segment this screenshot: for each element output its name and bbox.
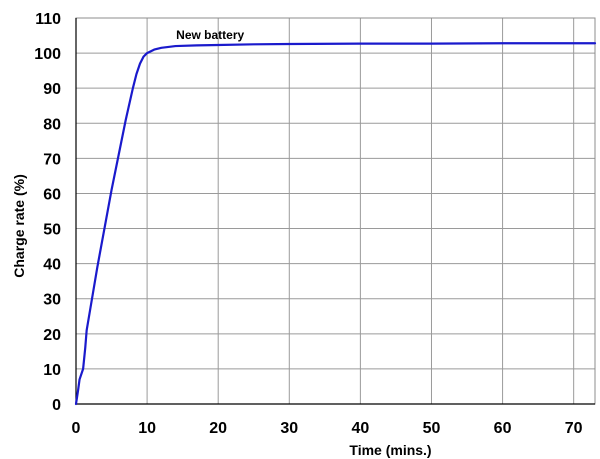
y-tick-label-60: 60 xyxy=(43,186,61,203)
y-tick-label-90: 90 xyxy=(43,81,61,98)
y-tick-label-20: 20 xyxy=(43,327,61,344)
y-tick-label-30: 30 xyxy=(43,292,61,309)
plot-border xyxy=(75,17,596,405)
x-tick-label-0: 0 xyxy=(72,420,81,437)
grid xyxy=(76,18,595,404)
series-layer xyxy=(74,42,597,406)
x-tick-label-20: 20 xyxy=(209,420,227,437)
series-line-0 xyxy=(74,42,597,406)
x-tick-label-70: 70 xyxy=(565,420,583,437)
y-tick-label-110: 110 xyxy=(35,11,61,28)
y-tick-label-10: 10 xyxy=(43,362,61,379)
y-axis-title: Charge rate (%) xyxy=(11,174,27,277)
y-tick-label-100: 100 xyxy=(34,46,61,63)
x-tick-label-30: 30 xyxy=(280,420,298,437)
plot-frame xyxy=(75,17,596,405)
tick-labels: 0 10 20 30 40 50 60 70 80 90 100 110 0 10 20 30 40 50 60 70 xyxy=(34,11,582,437)
y-tick-label-80: 80 xyxy=(43,116,61,133)
y-tick-label-0: 0 xyxy=(52,397,61,414)
x-tick-label-40: 40 xyxy=(351,420,369,437)
x-tick-label-50: 50 xyxy=(423,420,441,437)
x-tick-label-10: 10 xyxy=(138,420,156,437)
y-tick-label-50: 50 xyxy=(43,222,61,239)
y-tick-label-70: 70 xyxy=(43,151,61,168)
annotation-new-battery: New battery xyxy=(176,28,244,42)
x-axis-title: Time (mins.) xyxy=(349,442,431,458)
y-tick-label-40: 40 xyxy=(43,257,61,274)
x-tick-label-60: 60 xyxy=(494,420,512,437)
